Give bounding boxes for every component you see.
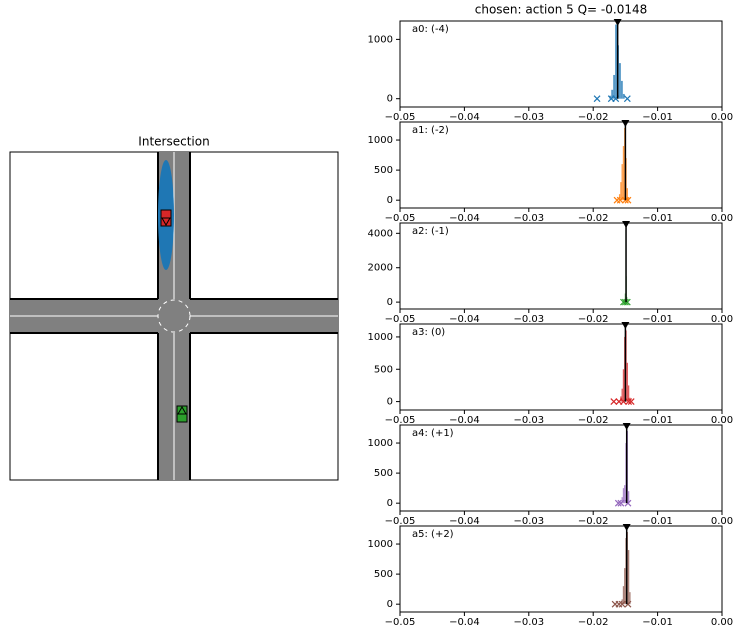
bar <box>621 81 623 99</box>
x-tick-label: −0.02 <box>578 516 609 527</box>
x-tick-label: −0.02 <box>578 213 609 224</box>
y-tick-label: 1000 <box>368 34 393 45</box>
x-tick-label: −0.03 <box>513 112 544 123</box>
x-tick-label: −0.03 <box>513 617 544 628</box>
x-tick-label: −0.02 <box>578 415 609 426</box>
x-tick-label: −0.01 <box>642 617 673 628</box>
subplot-label: a0: (-4) <box>412 24 449 35</box>
chosen-triangle <box>623 423 631 430</box>
chosen-triangle <box>623 524 631 531</box>
histograms: 0 1000 −0.05 −0.04 −0.03 −0.02 −0.01 0.00 a0: (-… <box>368 19 734 628</box>
figure-title: chosen: action 5 Q= -0.0148 <box>475 3 647 17</box>
x-tick-label: −0.02 <box>578 314 609 325</box>
chosen-triangle <box>621 322 629 329</box>
x-tick-label: −0.02 <box>578 112 609 123</box>
x-tick-label: −0.01 <box>642 314 673 325</box>
intersection-title: Intersection <box>138 135 209 149</box>
y-tick-label: 0 <box>387 297 393 308</box>
x-tick-label: −0.03 <box>513 213 544 224</box>
x-tick-label: −0.01 <box>642 415 673 426</box>
y-tick-label: 2000 <box>368 263 393 274</box>
y-tick-label: 500 <box>374 364 393 375</box>
x-tick-label: −0.05 <box>385 617 416 628</box>
x-tick-label: −0.01 <box>642 213 673 224</box>
y-tick-label: 500 <box>374 569 393 580</box>
y-tick-label: 0 <box>387 599 393 610</box>
x-tick-label: −0.01 <box>642 516 673 527</box>
chosen-triangle <box>622 221 630 228</box>
subplot-label: a4: (+1) <box>412 428 454 439</box>
x-tick-label: −0.05 <box>385 112 416 123</box>
bar <box>622 164 623 200</box>
x-tick-label: 0.00 <box>711 617 733 628</box>
sample-marker <box>611 399 617 405</box>
subplot-label: a5: (+2) <box>412 529 454 540</box>
y-tick-label: 0 <box>387 397 393 408</box>
y-tick-label: 0 <box>387 498 393 509</box>
bar <box>627 363 628 402</box>
bar <box>620 182 621 200</box>
sample-marker <box>616 601 622 607</box>
x-tick-label: 0.00 <box>711 516 733 527</box>
bar <box>619 63 621 99</box>
x-tick-label: −0.04 <box>449 112 480 123</box>
figure: chosen: action 5 Q= -0.0148 Intersection… <box>0 0 736 632</box>
y-tick-label: 0 <box>387 195 393 206</box>
x-tick-label: −0.04 <box>449 415 480 426</box>
y-tick-label: 500 <box>374 165 393 176</box>
bar <box>628 550 629 604</box>
x-tick-label: −0.05 <box>385 516 416 527</box>
bar <box>623 586 624 604</box>
y-tick-label: 500 <box>374 468 393 479</box>
x-tick-label: 0.00 <box>711 415 733 426</box>
subplot-label: a1: (-2) <box>412 125 449 136</box>
x-tick-label: −0.05 <box>385 314 416 325</box>
y-tick-label: 0 <box>387 94 393 105</box>
x-tick-label: −0.03 <box>513 314 544 325</box>
sample-marker <box>594 96 600 102</box>
x-tick-label: 0.00 <box>711 314 733 325</box>
x-tick-label: −0.01 <box>642 112 673 123</box>
bar <box>615 25 617 99</box>
x-tick-label: 0.00 <box>711 112 733 123</box>
intersection-view <box>10 152 338 480</box>
x-tick-label: 0.00 <box>711 213 733 224</box>
x-tick-label: −0.04 <box>449 516 480 527</box>
y-tick-label: 1000 <box>368 539 393 550</box>
chosen-triangle <box>621 120 629 127</box>
x-tick-label: −0.05 <box>385 213 416 224</box>
y-tick-label: 1000 <box>368 135 393 146</box>
x-tick-label: −0.05 <box>385 415 416 426</box>
y-tick-label: 1000 <box>368 332 393 343</box>
bar <box>613 75 615 99</box>
subplot-label: a3: (0) <box>412 327 445 338</box>
chosen-triangle <box>614 19 622 26</box>
bar <box>623 146 624 200</box>
x-tick-label: −0.03 <box>513 516 544 527</box>
y-tick-label: 1000 <box>368 438 393 449</box>
x-tick-label: −0.04 <box>449 213 480 224</box>
sample-marker <box>624 96 630 102</box>
x-tick-label: −0.04 <box>449 314 480 325</box>
y-tick-label: 4000 <box>368 228 393 239</box>
x-tick-label: −0.03 <box>513 415 544 426</box>
bar <box>623 369 624 401</box>
bar <box>624 568 625 604</box>
x-tick-label: −0.04 <box>449 617 480 628</box>
x-tick-label: −0.02 <box>578 617 609 628</box>
subplot-label: a2: (-1) <box>412 226 449 237</box>
axes-frame <box>400 324 722 410</box>
